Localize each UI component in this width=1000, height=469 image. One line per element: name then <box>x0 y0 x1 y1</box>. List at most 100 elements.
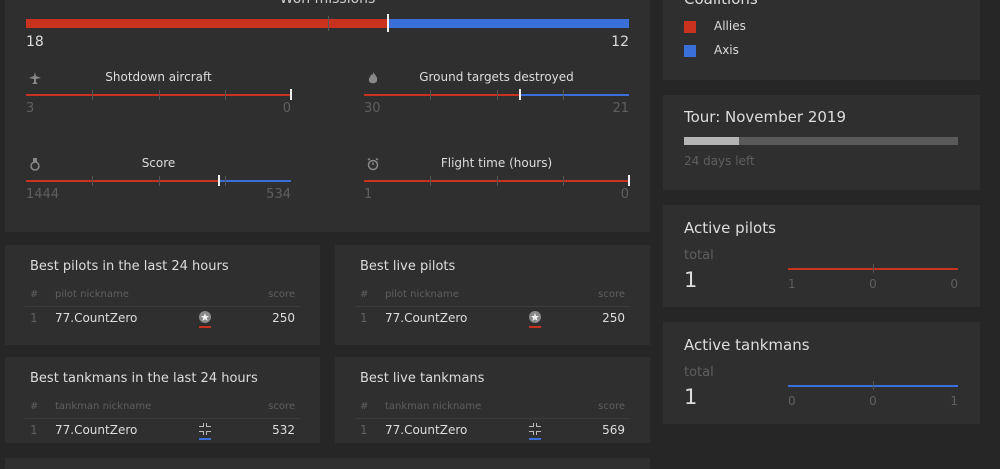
active-total: 1 <box>684 268 698 292</box>
stat-tick <box>224 176 226 186</box>
missions-panel: Won missions 18 12 Shotdown aircraft 3 0 Groun… <box>5 0 650 232</box>
active-value: 0 <box>869 394 877 408</box>
active-value: 0 <box>869 277 877 291</box>
row-rank: 1 <box>30 423 38 437</box>
table-header: pilot nickname <box>385 289 459 300</box>
bottom-panel <box>5 458 650 469</box>
table-title: Best pilots in the last 24 hours <box>30 259 229 274</box>
table-header: score <box>268 401 295 412</box>
stat-icon <box>28 156 42 175</box>
stat-axis-bar <box>219 180 291 182</box>
row-nickname: 77.CountZero <box>55 423 138 437</box>
stat-icon-svg <box>29 72 41 84</box>
stat-tick <box>430 176 432 186</box>
row-nickname: 77.CountZero <box>55 311 138 325</box>
active-panel: Active tankmans total 1 0 0 1 <box>663 322 980 424</box>
stat-tick <box>158 90 160 100</box>
row-score: 250 <box>272 311 295 325</box>
table-title: Best live tankmans <box>360 371 485 386</box>
axis-bar <box>387 19 629 28</box>
table-separator <box>355 306 630 307</box>
stat-allies-value: 3 <box>26 101 35 116</box>
table-header: score <box>268 289 295 300</box>
row-score: 250 <box>602 311 625 325</box>
stat-tick <box>430 90 432 100</box>
row-score: 569 <box>602 423 625 437</box>
stat-icon <box>366 70 380 89</box>
table-header: score <box>598 401 625 412</box>
stat-marker <box>628 175 630 186</box>
table-header: # <box>30 401 39 412</box>
table-panel: Best pilots in the last 24 hours # pilot n… <box>5 245 320 345</box>
stat-allies-bar <box>26 180 220 182</box>
stat-axis-bar <box>519 94 629 96</box>
active-total: 1 <box>684 385 698 409</box>
stat-allies-value: 1444 <box>26 187 60 202</box>
stat-tick <box>562 176 564 186</box>
active-mid-tick <box>873 381 874 390</box>
active-value: 0 <box>950 277 958 291</box>
stat-tick <box>224 90 226 100</box>
stat-tick <box>496 90 498 100</box>
stat-axis-value: 21 <box>612 101 629 116</box>
allies-count: 18 <box>26 34 44 50</box>
stat-icon <box>28 70 42 89</box>
stat-axis-value: 534 <box>266 187 291 202</box>
stat-marker <box>290 89 292 100</box>
tour-title: Tour: November 2019 <box>684 108 846 126</box>
stat-icon <box>366 156 380 175</box>
tour-progress-track <box>684 137 958 145</box>
stat-tick <box>92 176 94 186</box>
stat-icon-svg <box>30 158 40 171</box>
split-marker <box>386 14 389 32</box>
stat-tick <box>92 90 94 100</box>
row-rank: 1 <box>360 311 368 325</box>
row-icon <box>528 422 542 444</box>
stat-icon-svg <box>367 157 379 171</box>
stat-tick <box>158 176 160 186</box>
table-panel: Best tankmans in the last 24 hours # tankm… <box>5 357 320 443</box>
stat-tick <box>496 176 498 186</box>
table-panel: Best live pilots # pilot nickname score 1 77.… <box>335 245 650 345</box>
stat-label: Flight time (hours) <box>440 156 553 170</box>
active-title: Active tankmans <box>684 336 810 354</box>
row-icon <box>198 310 212 332</box>
legend-swatch <box>684 21 696 33</box>
stat-label: Ground targets destroyed <box>419 70 574 84</box>
table-header: score <box>598 289 625 300</box>
row-icon-svg <box>529 423 541 440</box>
row-icon <box>528 310 542 332</box>
active-title: Active pilots <box>684 219 776 237</box>
table-title: Best live pilots <box>360 259 456 274</box>
stat-icon-svg <box>368 72 378 84</box>
table-header: tankman nickname <box>385 401 482 412</box>
active-total-label: total <box>684 365 714 380</box>
row-icon-svg <box>199 423 211 440</box>
table-header: # <box>360 289 369 300</box>
legend-label: Axis <box>714 43 739 57</box>
active-value: 0 <box>788 394 796 408</box>
active-panel: Active pilots total 1 1 0 0 <box>663 205 980 307</box>
tour-panel: Tour: November 2019 24 days left <box>663 95 980 190</box>
table-header: # <box>30 289 39 300</box>
stat-allies-value: 1 <box>364 187 373 202</box>
stat-label: Shotdown aircraft <box>105 70 212 84</box>
table-title: Best tankmans in the last 24 hours <box>30 371 258 386</box>
table-header: pilot nickname <box>55 289 129 300</box>
stat-axis-value: 0 <box>282 101 291 116</box>
stat-marker <box>518 89 521 100</box>
stat-marker <box>218 175 221 186</box>
table-separator <box>355 418 630 419</box>
missions-title: Won missions <box>5 0 650 7</box>
row-rank: 1 <box>30 311 38 325</box>
coalitions-title: Coalitions <box>684 0 758 8</box>
axis-count: 12 <box>611 34 629 50</box>
table-separator <box>25 418 300 419</box>
row-score: 532 <box>272 423 295 437</box>
stat-tick <box>562 90 564 100</box>
row-icon <box>198 422 212 444</box>
stat-allies-bar <box>364 94 520 96</box>
row-nickname: 77.CountZero <box>385 423 468 437</box>
active-value: 1 <box>950 394 958 408</box>
